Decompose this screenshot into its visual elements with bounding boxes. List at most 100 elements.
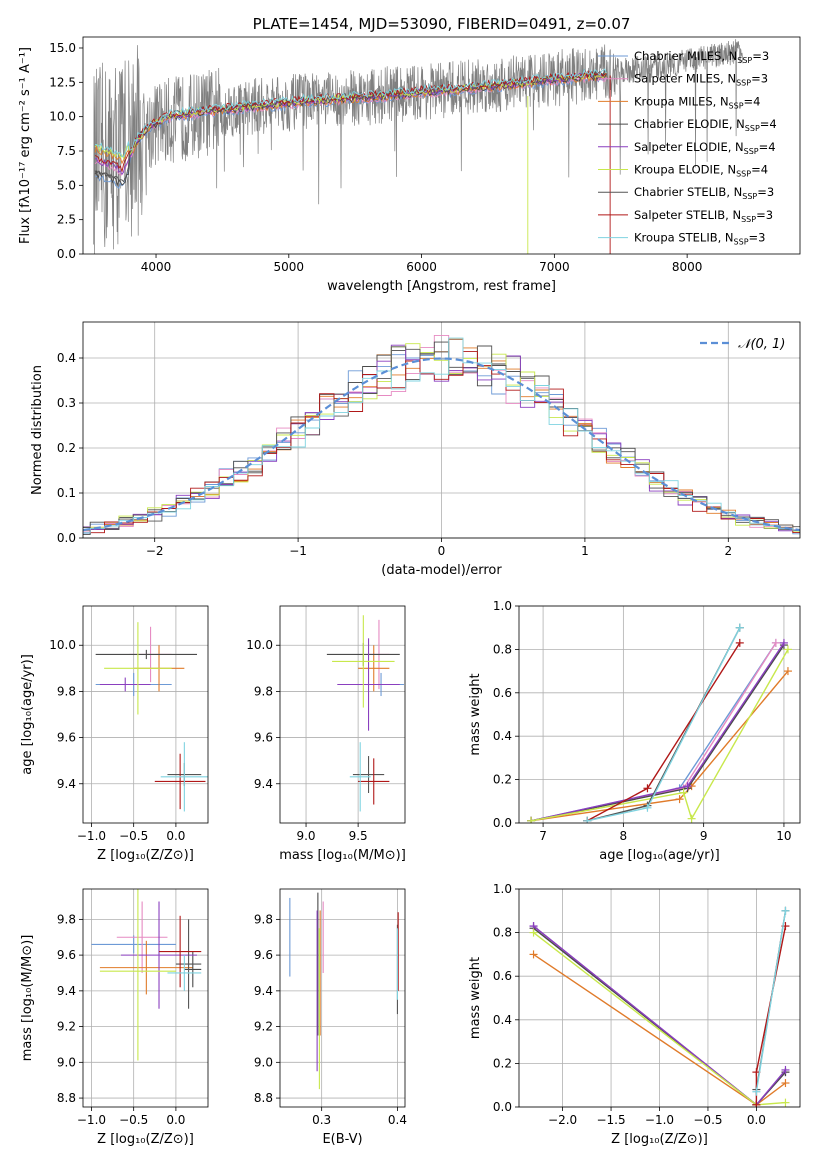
errorbar-salpeter-elodie	[99, 677, 151, 692]
gaussian-curve	[83, 357, 800, 532]
legend-entry: Kroupa MILES, NSSP=4	[634, 94, 760, 110]
errorbar-chabrier-elodie	[95, 649, 198, 660]
y-tick-label: 0.2	[493, 1056, 512, 1070]
errorbar-chabrier-miles	[91, 935, 176, 954]
x-axis-label: Z [log₁₀(Z/Z⊙)]	[97, 1132, 194, 1147]
errorbar-salpeter-stelib	[159, 915, 202, 988]
x-tick-label: −0.5	[693, 1113, 722, 1127]
x-axis-label: Z [log₁₀(Z/Z⊙)]	[611, 1132, 708, 1147]
y-tick-label: 9.4	[57, 984, 76, 998]
errorbar-kroupa-stelib	[167, 955, 202, 991]
y-tick-label: 15.0	[49, 41, 76, 55]
y-tick-label: 0.8	[493, 926, 512, 940]
data-point	[679, 788, 688, 797]
x-tick-label: −1	[289, 544, 307, 558]
panel-mass_vs_ebv: 0.3 0.4 8.8 9.0 9.2 9.4 9.6 9.8 E(B-V)	[254, 888, 407, 1147]
legend-entry: Salpeter STELIB, NSSP=3	[634, 208, 773, 224]
axes-frame	[82, 605, 209, 824]
y-tick-label: 7.5	[57, 144, 76, 158]
y-tick-label: 9.4	[254, 984, 273, 998]
x-tick-label: 7	[539, 829, 547, 843]
x-axis-label: (data-model)/error	[381, 563, 502, 578]
x-tick-label: −2.0	[548, 1113, 577, 1127]
y-tick-label: 9.6	[57, 948, 76, 962]
x-tick-label: 5000	[274, 260, 305, 274]
y-tick-label: 0.2	[57, 441, 76, 455]
errorbar-kroupa-elodie	[332, 615, 395, 708]
x-tick-label: 7000	[539, 260, 570, 274]
x-tick-label: 8	[620, 829, 628, 843]
y-tick-label: 0.0	[57, 247, 76, 261]
plot-area	[91, 889, 202, 1061]
y-tick-label: 10.0	[246, 638, 273, 652]
plot-area	[95, 622, 208, 812]
x-tick-label: −1.0	[645, 1113, 674, 1127]
y-tick-label: 0.4	[57, 351, 76, 365]
data-point	[771, 638, 780, 647]
y-tick-label: 9.6	[254, 731, 273, 745]
x-tick-label: 0	[438, 544, 446, 558]
y-tick-label: 0.8	[493, 642, 512, 656]
panel-mass_vs_Z: −1.0 −0.5 0.0 8.8 9.0 9.2 9.4 9.6 9.8 Z [log₁₀(Z/…	[20, 888, 209, 1147]
plot-area	[289, 892, 399, 1090]
y-tick-label: 0.2	[493, 773, 512, 787]
x-tick-label: 8000	[672, 260, 703, 274]
y-tick-label: 0.0	[493, 816, 512, 830]
series-kroupa-stelib	[583, 623, 744, 823]
data-point	[675, 795, 684, 804]
data-point	[781, 1098, 790, 1107]
data-point	[527, 816, 536, 823]
y-axis-label: mass weight	[468, 673, 483, 755]
y-axis-label: Flux [fλ10⁻¹⁷ erg cm⁻² s⁻¹ A⁻¹]	[18, 47, 33, 244]
x-tick-label: 0.0	[166, 1113, 185, 1127]
axes-frame	[279, 888, 406, 1108]
x-tick-label: 9	[700, 829, 708, 843]
data-point	[735, 638, 744, 647]
model-spectrum-kroupa-stelib	[94, 68, 607, 158]
chart-title: PLATE=1454, MJD=53090, FIBERID=0491, z=0…	[253, 15, 631, 33]
data-point	[643, 784, 652, 793]
errorbar-chabrier-elodie	[184, 951, 202, 988]
x-axis-label: mass [log₁₀(M/M⊙)]	[279, 848, 406, 863]
panel-residuals: −2 −1 0 1 2 0.0 0.1 0.2 0.3 0.4 (data-model)/error…	[30, 321, 801, 578]
axes-frame	[82, 36, 801, 255]
y-tick-label: 9.0	[254, 1055, 273, 1069]
errorbar-kroupa-stelib	[160, 742, 208, 812]
x-axis-label: E(B-V)	[322, 1132, 362, 1147]
y-tick-label: 9.2	[254, 1020, 273, 1034]
y-tick-label: 8.8	[254, 1091, 273, 1105]
y-tick-label: 9.6	[254, 948, 273, 962]
y-tick-label: 0.6	[493, 969, 512, 983]
y-axis-label: mass [log₁₀(M/M⊙)]	[20, 935, 35, 1062]
errorbar-salpeter-stelib	[358, 758, 390, 805]
series-line	[530, 649, 789, 822]
histogram-kroupa-stelib	[83, 337, 800, 534]
data-point	[735, 623, 744, 632]
legend-entry: Salpeter MILES, NSSP=3	[634, 72, 768, 88]
plot-area	[93, 39, 744, 254]
y-tick-label: 0.3	[57, 396, 76, 410]
series-kroupa-elodie	[527, 645, 792, 823]
legend-entry: Kroupa ELODIE, NSSP=4	[634, 163, 768, 179]
y-tick-label: 1.0	[493, 599, 512, 613]
x-tick-label: −1.0	[77, 1113, 106, 1127]
errorbar-salpeter-elodie	[121, 901, 198, 1009]
legend-entry: Chabrier MILES, NSSP=3	[634, 49, 769, 65]
y-tick-label: 9.6	[57, 731, 76, 745]
y-tick-label: 9.4	[57, 777, 76, 791]
y-tick-label: 10.0	[49, 110, 76, 124]
plot-area	[83, 334, 800, 535]
model-spectrum-chabrier-elodie	[94, 72, 607, 187]
y-tick-label: 2.5	[57, 213, 76, 227]
data-point	[583, 816, 592, 823]
data-point	[781, 906, 790, 915]
series-kroupa-stelib	[752, 906, 790, 1096]
y-tick-label: 8.8	[57, 1091, 76, 1105]
y-tick-label: 0.6	[493, 686, 512, 700]
data-point	[687, 814, 696, 823]
y-tick-label: 9.0	[57, 1055, 76, 1069]
x-axis-label: Z [log₁₀(Z/Z⊙)]	[97, 848, 194, 863]
x-tick-label: 4000	[141, 260, 172, 274]
y-tick-label: 9.8	[57, 912, 76, 926]
